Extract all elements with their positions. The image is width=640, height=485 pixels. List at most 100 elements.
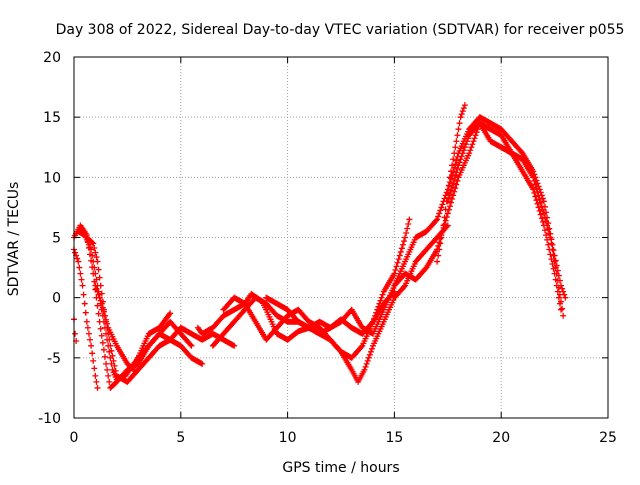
data-point xyxy=(109,352,116,359)
y-tick-label: 15 xyxy=(43,110,61,126)
data-point xyxy=(441,221,448,228)
data-point xyxy=(199,360,206,367)
data-point xyxy=(561,291,568,298)
data-point xyxy=(532,174,539,181)
y-tick-label: -5 xyxy=(47,351,61,367)
data-point xyxy=(446,174,453,181)
data-point xyxy=(451,188,458,195)
data-point xyxy=(79,282,86,289)
data-point xyxy=(540,222,547,229)
y-tick-label: 5 xyxy=(52,231,61,247)
data-point xyxy=(452,161,459,168)
data-point xyxy=(92,249,99,256)
data-point xyxy=(187,341,194,348)
data-point xyxy=(562,294,569,301)
data-point xyxy=(98,332,105,339)
data-point xyxy=(373,309,380,316)
data-point xyxy=(101,353,108,360)
data-point xyxy=(545,220,552,227)
data-point xyxy=(104,320,111,327)
data-point xyxy=(554,288,561,295)
data-point xyxy=(559,305,566,312)
data-point xyxy=(371,315,378,322)
data-point xyxy=(453,138,460,145)
data-point xyxy=(81,300,88,307)
y-tick-label: -10 xyxy=(38,411,61,427)
data-point xyxy=(436,210,443,217)
data-point xyxy=(537,199,544,206)
data-point xyxy=(394,259,401,266)
data-point xyxy=(540,198,547,205)
data-point xyxy=(454,132,461,139)
data-point xyxy=(465,135,472,142)
data-point xyxy=(553,282,560,289)
data-point xyxy=(470,138,477,145)
data-point xyxy=(448,168,455,175)
data-point xyxy=(455,162,462,169)
data-point xyxy=(533,197,540,204)
data-point xyxy=(97,297,104,304)
data-point xyxy=(467,147,474,154)
data-point xyxy=(358,344,365,351)
data-point xyxy=(541,227,548,234)
data-point xyxy=(547,230,554,237)
y-tick-label: 20 xyxy=(43,50,61,66)
data-point xyxy=(437,207,444,214)
axis-ticks: 0 5 10 15 20 25 -10 -5 0 5 10 15 20 xyxy=(38,50,617,446)
data-point xyxy=(545,226,552,233)
data-point xyxy=(453,181,460,188)
data-point xyxy=(87,336,94,343)
data-point xyxy=(560,312,567,319)
data-point xyxy=(108,347,115,354)
data-point xyxy=(544,236,551,243)
x-axis-label: GPS time / hours xyxy=(282,460,399,476)
data-point xyxy=(537,211,544,218)
data-point xyxy=(231,342,238,349)
data-point xyxy=(457,156,464,163)
data-point xyxy=(445,194,452,201)
series-track-9 xyxy=(220,216,413,361)
data-point xyxy=(377,297,384,304)
data-point xyxy=(448,199,455,206)
data-point xyxy=(392,266,399,273)
data-point xyxy=(462,141,469,148)
data-point xyxy=(436,239,443,246)
data-point xyxy=(555,272,562,279)
data-point xyxy=(451,176,458,183)
series-track-12 xyxy=(434,102,468,265)
series-track-11 xyxy=(391,114,569,301)
data-point xyxy=(461,144,468,151)
data-point xyxy=(94,288,101,295)
data-point xyxy=(74,255,81,262)
data-point xyxy=(72,330,79,337)
data-point xyxy=(95,310,102,317)
data-point xyxy=(458,153,465,160)
data-point xyxy=(376,300,383,307)
data-point xyxy=(374,306,381,313)
data-point xyxy=(435,252,442,259)
data-point xyxy=(535,204,542,211)
data-point xyxy=(372,312,379,319)
data-point xyxy=(459,150,466,157)
data-point xyxy=(91,245,98,252)
data-point xyxy=(92,282,99,289)
data-point xyxy=(108,360,115,367)
data-point xyxy=(82,309,89,316)
data-point xyxy=(84,324,91,331)
data-point xyxy=(104,366,111,373)
data-point xyxy=(461,102,468,109)
y-tick-label: 0 xyxy=(52,291,61,307)
data-point xyxy=(531,171,538,178)
data-point xyxy=(404,225,411,232)
data-point xyxy=(97,282,104,289)
data-point xyxy=(456,120,463,127)
data-point xyxy=(441,214,448,221)
data-point xyxy=(440,222,447,229)
data-point xyxy=(101,312,108,319)
data-point xyxy=(558,306,565,313)
data-point xyxy=(454,177,461,184)
data-point xyxy=(434,216,441,223)
data-point xyxy=(541,203,548,210)
data-point xyxy=(450,156,457,163)
data-point xyxy=(460,105,467,112)
